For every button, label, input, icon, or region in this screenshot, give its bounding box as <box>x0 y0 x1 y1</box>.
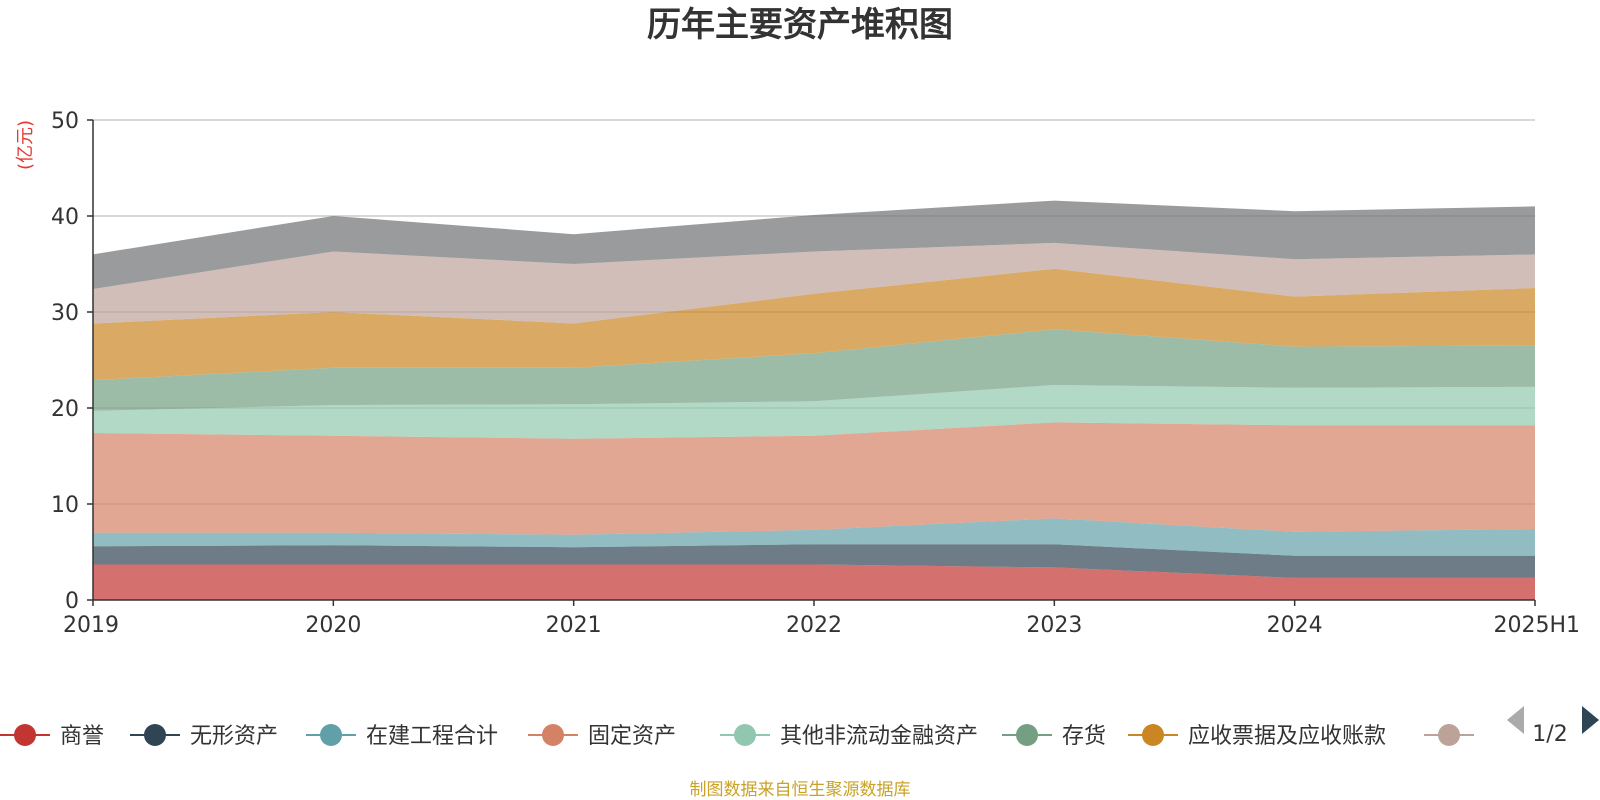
area-series-3[interactable] <box>93 518 1535 556</box>
y-tick-label: 30 <box>51 301 79 326</box>
legend-marker <box>542 724 564 746</box>
legend-label: 商誉 <box>60 724 104 749</box>
legend-label: 存货 <box>1062 724 1106 749</box>
legend-item-1[interactable]: 商誉 <box>0 724 104 749</box>
chart-title: 历年主要资产堆积图 <box>647 5 953 45</box>
y-tick-label: 0 <box>65 589 79 614</box>
area-series-9[interactable] <box>93 200 1535 289</box>
area-series-8[interactable] <box>93 242 1535 324</box>
legend-marker <box>320 724 342 746</box>
area-series-2[interactable] <box>93 544 1535 578</box>
legend-item-4[interactable]: 固定资产 <box>528 724 676 749</box>
legend-next-icon[interactable] <box>1582 706 1599 734</box>
area-series-4[interactable] <box>93 422 1535 535</box>
area-series <box>93 200 1535 601</box>
legend-page-indicator: 1/2 <box>1532 722 1567 747</box>
y-axis-unit: (亿元) <box>15 120 36 170</box>
legend-item-8[interactable] <box>1424 724 1474 746</box>
area-series-6[interactable] <box>93 329 1535 411</box>
x-tick-label: 2024 <box>1267 613 1323 638</box>
y-tick-label: 10 <box>51 493 79 518</box>
axes: 0 10 20 30 40 50 2019 2020 2021 2022 2023 2024 2025H… <box>51 109 1580 638</box>
y-tick-label: 40 <box>51 205 79 230</box>
legend-marker <box>144 724 166 746</box>
x-tick-label: 2021 <box>546 613 602 638</box>
x-tick-label: 2025H1 <box>1493 613 1580 638</box>
legend: 商誉 无形资产 在建工程合计 固定资产 其他非流动金融资产 存货 应收票据及应收账款 <box>0 724 1474 749</box>
x-tick-label: 2022 <box>786 613 842 638</box>
y-tick-label: 50 <box>51 109 79 134</box>
legend-marker <box>734 724 756 746</box>
area-series-1[interactable] <box>93 564 1535 601</box>
legend-marker <box>1016 724 1038 746</box>
x-tick-label: 2020 <box>305 613 361 638</box>
legend-item-3[interactable]: 在建工程合计 <box>306 724 498 749</box>
legend-item-6[interactable]: 存货 <box>1002 724 1106 749</box>
y-tick-label: 20 <box>51 397 79 422</box>
data-source-note: 制图数据来自恒生聚源数据库 <box>690 780 911 800</box>
area-series-7[interactable] <box>93 268 1535 381</box>
legend-item-5[interactable]: 其他非流动金融资产 <box>720 724 978 749</box>
area-series-5[interactable] <box>93 385 1535 439</box>
x-tick-label: 2023 <box>1026 613 1082 638</box>
x-tick-label: 2019 <box>63 613 119 638</box>
legend-item-7[interactable]: 应收票据及应收账款 <box>1128 724 1386 749</box>
legend-item-2[interactable]: 无形资产 <box>130 724 278 749</box>
legend-marker <box>1142 724 1164 746</box>
legend-label: 无形资产 <box>190 724 278 749</box>
legend-marker <box>1438 724 1460 746</box>
legend-prev-icon[interactable] <box>1507 706 1524 734</box>
legend-label: 应收票据及应收账款 <box>1188 724 1386 749</box>
legend-marker <box>14 724 36 746</box>
legend-label: 固定资产 <box>588 724 676 749</box>
legend-label: 在建工程合计 <box>366 724 498 749</box>
legend-pager: 1/2 <box>1507 706 1599 747</box>
legend-label: 其他非流动金融资产 <box>780 724 978 749</box>
